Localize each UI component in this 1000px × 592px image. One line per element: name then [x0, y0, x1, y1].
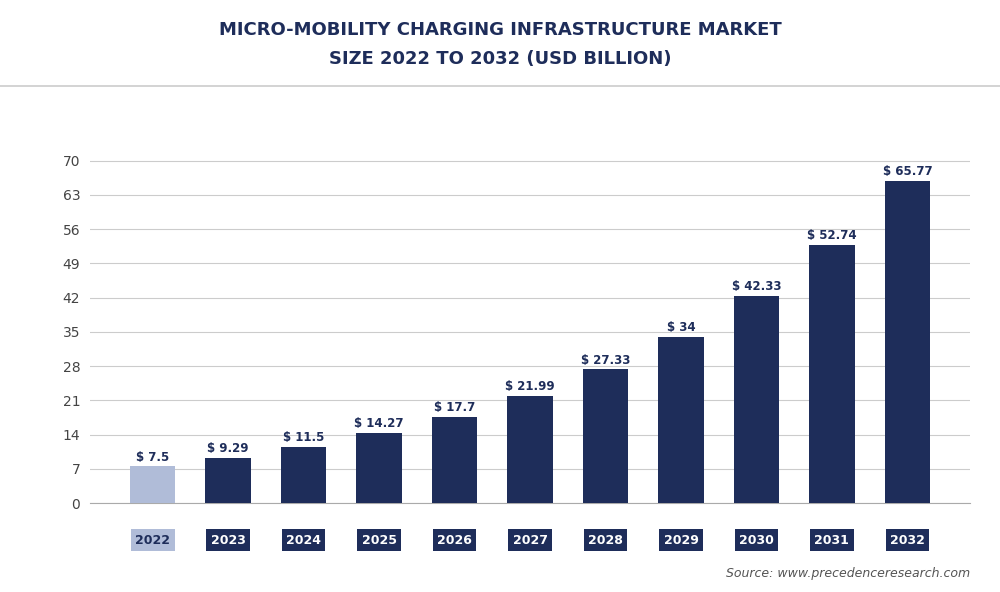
Text: $ 52.74: $ 52.74	[807, 229, 857, 242]
Text: 2027: 2027	[512, 534, 548, 547]
Bar	[658, 337, 704, 503]
Text: 2022: 2022	[135, 534, 170, 547]
Text: $ 17.7: $ 17.7	[434, 401, 475, 414]
Text: RESEARCH: RESEARCH	[26, 52, 89, 62]
Text: $ 7.5: $ 7.5	[136, 451, 169, 464]
Bar	[356, 433, 402, 503]
Bar	[809, 245, 855, 503]
Text: $ 14.27: $ 14.27	[354, 417, 404, 430]
Text: $ 65.77: $ 65.77	[883, 165, 932, 178]
Text: $ 42.33: $ 42.33	[732, 280, 781, 293]
Text: 2031: 2031	[814, 534, 849, 547]
Text: PRECEDENCE: PRECEDENCE	[19, 27, 96, 37]
Text: 2032: 2032	[890, 534, 925, 547]
Bar	[281, 447, 326, 503]
Text: 2028: 2028	[588, 534, 623, 547]
Text: $ 21.99: $ 21.99	[505, 379, 555, 392]
Bar	[130, 466, 175, 503]
Bar	[205, 458, 251, 503]
Bar	[507, 395, 553, 503]
Text: SIZE 2022 TO 2032 (USD BILLION): SIZE 2022 TO 2032 (USD BILLION)	[329, 50, 671, 68]
Text: 2030: 2030	[739, 534, 774, 547]
Text: 2025: 2025	[362, 534, 397, 547]
Text: 2024: 2024	[286, 534, 321, 547]
Text: $ 27.33: $ 27.33	[581, 353, 630, 366]
Text: 2026: 2026	[437, 534, 472, 547]
Bar	[885, 181, 930, 503]
Text: $ 9.29: $ 9.29	[207, 442, 249, 455]
Text: Source: www.precedenceresearch.com: Source: www.precedenceresearch.com	[726, 567, 970, 580]
Text: $ 34: $ 34	[667, 321, 695, 334]
Text: 2023: 2023	[211, 534, 246, 547]
Bar	[583, 369, 628, 503]
Text: $ 11.5: $ 11.5	[283, 431, 324, 444]
Bar	[734, 296, 779, 503]
Bar	[432, 417, 477, 503]
Text: MICRO-MOBILITY CHARGING INFRASTRUCTURE MARKET: MICRO-MOBILITY CHARGING INFRASTRUCTURE M…	[219, 21, 781, 38]
Text: 2029: 2029	[664, 534, 698, 547]
